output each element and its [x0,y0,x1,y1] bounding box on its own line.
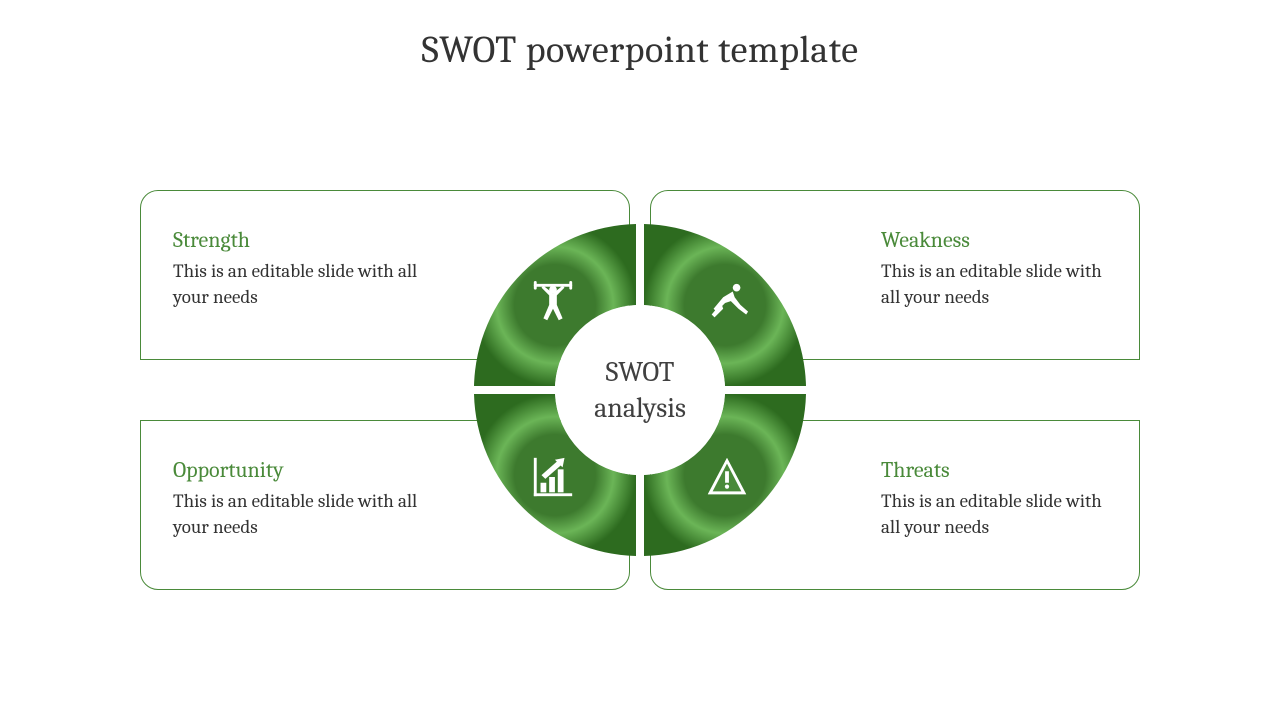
box-threats-content: Threats This is an editable slide with a… [881,457,1121,540]
crawl-icon [704,280,750,326]
center-line2: analysis [594,392,686,424]
slide-title: SWOT powerpoint template [0,0,1280,72]
weightlift-icon [530,280,576,326]
box-weakness-content: Weakness This is an editable slide with … [881,227,1121,310]
center-line1: SWOT [606,356,675,388]
warning-icon [704,454,750,500]
box-opportunity-content: Opportunity This is an editable slide wi… [173,457,433,540]
label-threats: Threats [881,457,1121,483]
box-strength-content: Strength This is an editable slide with … [173,227,433,310]
desc-weakness: This is an editable slide with all your … [881,259,1121,310]
swot-diagram: Strength This is an editable slide with … [140,190,1140,590]
desc-threats: This is an editable slide with all your … [881,489,1121,540]
label-strength: Strength [173,227,433,253]
label-weakness: Weakness [881,227,1121,253]
center-label: SWOT analysis [594,354,686,427]
chart-up-icon [530,454,576,500]
desc-strength: This is an editable slide with all your … [173,259,433,310]
desc-opportunity: This is an editable slide with all your … [173,489,433,540]
label-opportunity: Opportunity [173,457,433,483]
center-circle: SWOT analysis [555,305,725,475]
